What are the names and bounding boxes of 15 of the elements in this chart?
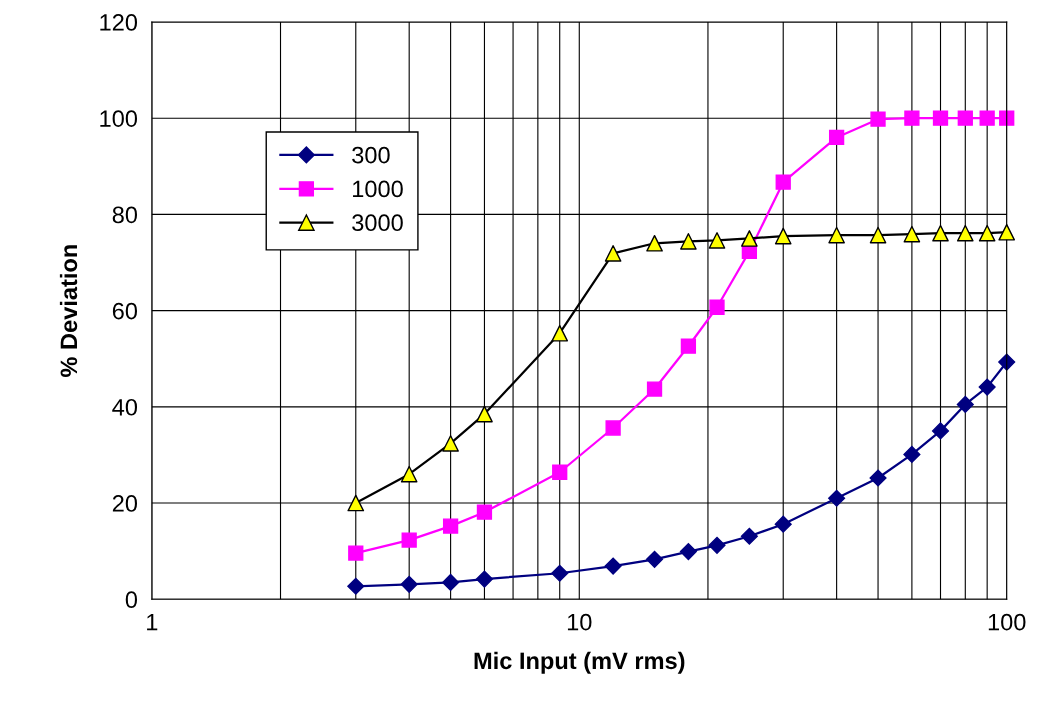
y-tick-label: 60 [112, 302, 138, 320]
y-axis-title: % Deviation [59, 245, 78, 377]
x-tick-label: 10 [567, 613, 592, 631]
x-tick-label: 100 [988, 613, 1026, 631]
legend-label: 3000 [352, 214, 403, 232]
legend-label: 300 [352, 146, 390, 164]
y-tick-label: 40 [112, 398, 138, 416]
y-tick-label: 0 [125, 591, 138, 609]
legend-label: 1000 [353, 180, 403, 198]
y-tick-label: 80 [112, 206, 138, 224]
y-tick-label: 120 [100, 14, 138, 31]
y-tick-label: 100 [100, 110, 138, 127]
x-axis-title: Mic Input (mV rms) [474, 651, 685, 674]
y-tick-label: 20 [112, 495, 138, 512]
x-tick-label: 1 [147, 614, 158, 631]
